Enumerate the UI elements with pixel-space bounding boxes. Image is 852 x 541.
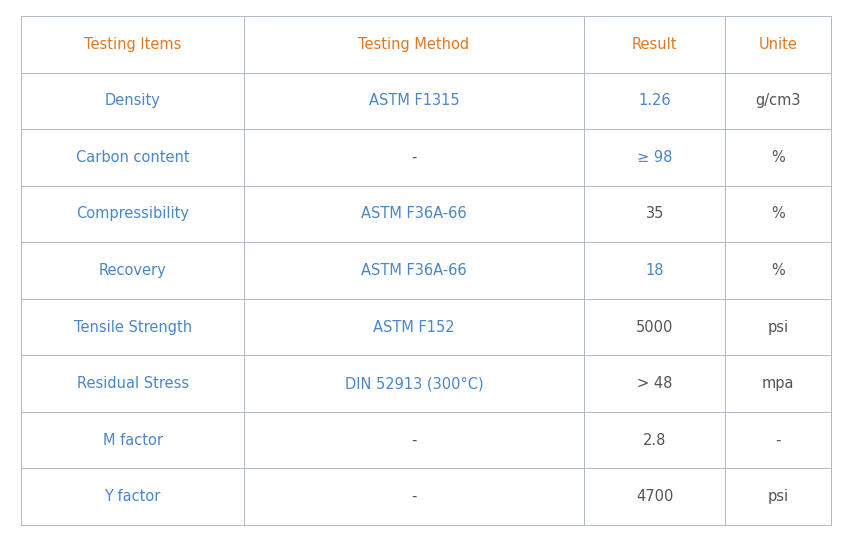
Text: 18: 18 [646,263,664,278]
Text: Residual Stress: Residual Stress [77,376,188,391]
Text: 35: 35 [646,207,664,221]
Text: -: - [775,432,780,447]
Text: Testing Items: Testing Items [83,37,181,52]
Text: g/cm3: g/cm3 [756,94,801,109]
Text: > 48: > 48 [637,376,672,391]
Text: psi: psi [768,489,789,504]
Text: Carbon content: Carbon content [76,150,189,165]
Text: -: - [412,489,417,504]
Text: Tensile Strength: Tensile Strength [73,320,192,334]
Text: 1.26: 1.26 [638,94,671,109]
Text: %: % [771,150,785,165]
Text: Compressibility: Compressibility [76,207,189,221]
Text: ≥ 98: ≥ 98 [637,150,672,165]
Text: DIN 52913 (300°C): DIN 52913 (300°C) [344,376,483,391]
Text: mpa: mpa [762,376,794,391]
Text: Unite: Unite [758,37,797,52]
Text: ASTM F1315: ASTM F1315 [369,94,459,109]
Text: Result: Result [632,37,677,52]
Text: Recovery: Recovery [99,263,166,278]
Text: Density: Density [105,94,160,109]
Text: %: % [771,263,785,278]
Text: ASTM F36A-66: ASTM F36A-66 [361,263,467,278]
Text: 2.8: 2.8 [643,432,666,447]
Text: Testing Method: Testing Method [359,37,469,52]
Text: -: - [412,150,417,165]
Text: psi: psi [768,320,789,334]
Text: M factor: M factor [102,432,163,447]
Text: %: % [771,207,785,221]
Text: -: - [412,432,417,447]
Text: 4700: 4700 [636,489,673,504]
Text: Y factor: Y factor [105,489,161,504]
Text: 5000: 5000 [636,320,673,334]
Text: ASTM F152: ASTM F152 [373,320,455,334]
Text: ASTM F36A-66: ASTM F36A-66 [361,207,467,221]
